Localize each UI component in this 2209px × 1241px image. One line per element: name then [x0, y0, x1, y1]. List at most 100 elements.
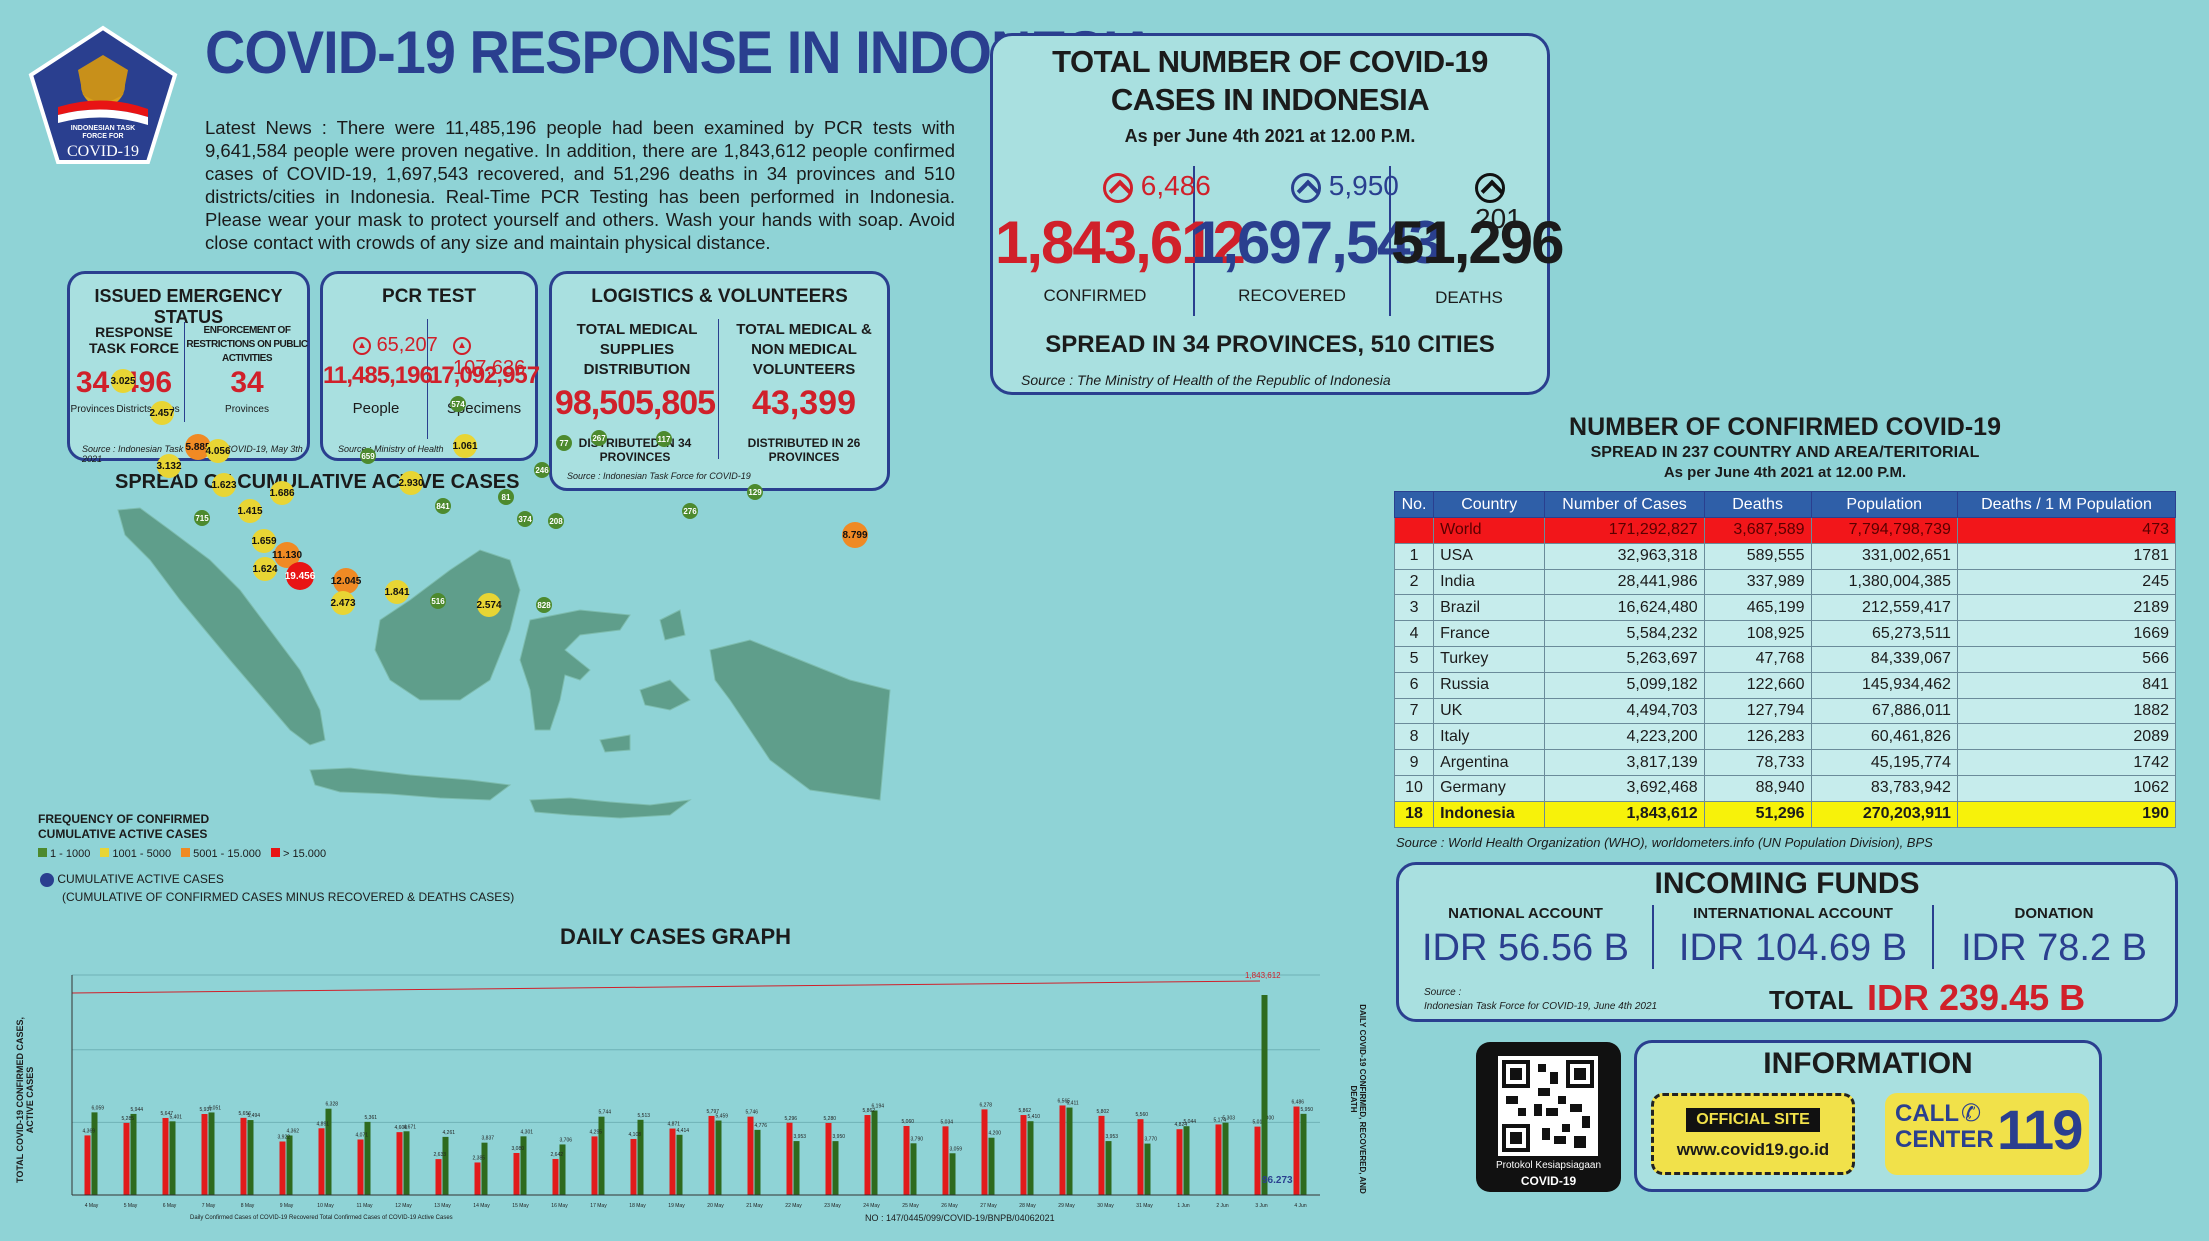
- confirmed-value: 5,285: [122, 1116, 135, 1122]
- table-cell: 83,783,942: [1810, 774, 1958, 802]
- table-cell: 65,273,511: [1810, 620, 1958, 647]
- qr-caption-1: Protokol Kesiapsiagaan: [1495, 1160, 1602, 1171]
- recovered-value: 6,328: [326, 1102, 339, 1108]
- confirmed-bar: [708, 1115, 715, 1195]
- confirmed-bar: [1215, 1124, 1222, 1195]
- confirmed-bar: [357, 1139, 364, 1195]
- confirmed-bar: [279, 1141, 286, 1195]
- specimens-label: Specimens: [446, 400, 522, 417]
- recovered-bar: [247, 1120, 254, 1195]
- total-cases-panel: TOTAL NUMBER OF COVID-19 CASES IN INDONE…: [990, 33, 1565, 395]
- pcr-test-panel: PCR TEST ▲ 65,207 11,485,196 People ▲ 10…: [320, 271, 540, 461]
- table-cell: 190: [1956, 800, 2177, 828]
- recovered-bar: [832, 1141, 839, 1195]
- confirmed-bar: [552, 1158, 559, 1195]
- call-label-1: CALL: [1895, 1100, 1959, 1127]
- donation-label: DONATION: [2014, 905, 2094, 922]
- legend-item: > 15.000: [270, 848, 326, 860]
- recovered-value: 5,513: [638, 1113, 651, 1119]
- confirmed-value: 3,922: [278, 1135, 291, 1141]
- table-cell: 32,963,318: [1544, 542, 1705, 570]
- recovered-value: 4,776: [755, 1123, 768, 1129]
- recovered-bar: [520, 1136, 527, 1195]
- x-tick-label: 3 Jun: [1255, 1203, 1267, 1209]
- sulawesi-island: [519, 609, 631, 731]
- recovered-value: 3,790: [911, 1136, 924, 1142]
- recovered-bar: [1027, 1121, 1034, 1195]
- confirmed-value: 5,560: [1136, 1112, 1149, 1118]
- table-row: 8 Italy 4,223,200 126,283 60,461,826 2089: [1393, 723, 2177, 751]
- x-tick-label: 30 May: [1097, 1203, 1114, 1209]
- map-bubble: 12.045: [331, 568, 361, 594]
- table-cell: 4,223,200: [1544, 723, 1705, 751]
- specimens-increase-value: 107,636: [453, 357, 526, 379]
- table-cell: 589,555: [1703, 542, 1812, 570]
- table-cell: 126,283: [1703, 723, 1812, 751]
- table-cell: 9: [1393, 749, 1435, 776]
- table-row: 7 UK 4,494,703 127,794 67,886,011 1882: [1393, 697, 2177, 725]
- call-center-button[interactable]: CALL CENTER ✆ 119: [1885, 1093, 2089, 1175]
- table-cell: 3: [1393, 594, 1435, 622]
- confirmed-value: 5,862: [1019, 1108, 1032, 1114]
- table-cell: 473: [1956, 517, 2177, 544]
- table-cell: 331,002,651: [1810, 542, 1958, 570]
- map-bubble: 1.624: [252, 557, 278, 581]
- table-cell: 16,624,480: [1544, 594, 1705, 622]
- recovered-bar: [1066, 1107, 1073, 1195]
- recovered-bar: [1144, 1143, 1151, 1195]
- table-cell: 5,099,182: [1544, 671, 1705, 699]
- supplies-note: DISTRIBUTED IN 34 PROVINCES: [578, 436, 692, 464]
- table-cell: 1,380,004,385: [1810, 568, 1958, 596]
- x-tick-label: 4 Jun: [1294, 1203, 1306, 1209]
- table-cell: 3,692,468: [1544, 774, 1705, 802]
- table-row: 1 USA 32,963,318 589,555 331,002,651 1781: [1393, 542, 2177, 570]
- map-bubble: 574: [450, 396, 466, 412]
- official-site-label: OFFICIAL SITE: [1686, 1108, 1820, 1132]
- deaths-total: 51,296: [1391, 209, 1565, 276]
- graph-ylabel-left: TOTAL COVID-19 CONFIRMED CASES, ACTIVE C…: [15, 1016, 35, 1184]
- java-island: [309, 767, 512, 801]
- volunteers-label: TOTAL MEDICAL & NON MEDICAL VOLUNTEERS: [736, 321, 872, 378]
- recovered-bar: [949, 1153, 956, 1195]
- official-site-link[interactable]: OFFICIAL SITE www.covid19.go.id: [1651, 1093, 1855, 1175]
- table-row: 9 Argentina 3,817,139 78,733 45,195,774 1742: [1393, 749, 2177, 776]
- confirmed-bar: [474, 1162, 481, 1195]
- daily-cases-chart: 1,843,612 4,369 6,059 4 May 5,285 5,944 5 May 5…: [71, 971, 1320, 1209]
- table-cell: Indonesia: [1433, 800, 1546, 828]
- x-tick-label: 4 May: [85, 1203, 99, 1209]
- table-cell: 3,817,139: [1544, 749, 1705, 776]
- map-bubble: 3.132: [156, 454, 182, 478]
- qr-code-card[interactable]: Protokol Kesiapsiagaan COVID-19: [1476, 1042, 1621, 1192]
- confirmed-bar: [630, 1138, 637, 1195]
- x-tick-label: 26 May: [941, 1203, 958, 1209]
- supplies-value: 98,505,805: [554, 384, 716, 422]
- x-tick-label: 12 May: [395, 1203, 412, 1209]
- table-cell: 465,199: [1703, 594, 1812, 622]
- emergency-status-panel: ISSUED EMERGENCY STATUS RESPONSE TASK FO…: [67, 271, 310, 464]
- task-force-logo: INDONESIAN TASK FORCE FOR COVID-19: [28, 25, 178, 165]
- recovered-bar: [754, 1129, 761, 1195]
- logistics-source: Source : Indonesian Task Force for COVID…: [567, 471, 751, 481]
- confirmed-bar: [201, 1114, 208, 1195]
- table-cell: 1882: [1956, 697, 2177, 725]
- confirmed-bar: [747, 1116, 754, 1195]
- confirmed-value: 5,296: [785, 1116, 798, 1122]
- recovered-value: 5,361: [365, 1115, 378, 1121]
- specimens-total: 17,092,957: [429, 362, 540, 389]
- logistics-panel: LOGISTICS & VOLUNTEERS TOTAL MEDICAL SUP…: [549, 271, 890, 491]
- table-row: 3 Brazil 16,624,480 465,199 212,559,417 2189: [1393, 594, 2177, 622]
- totals-title-1: TOTAL NUMBER OF COVID-19: [1052, 44, 1488, 79]
- table-cell: 1,843,612: [1544, 800, 1705, 828]
- x-tick-label: 5 May: [124, 1203, 138, 1209]
- graph-legend: Daily Confirmed Cases of COVID-19 Recove…: [190, 1215, 453, 1221]
- table-row: 6 Russia 5,099,182 122,660 145,934,462 841: [1393, 671, 2177, 699]
- recovered-value: 3,953: [794, 1134, 807, 1140]
- restrictions-label: ENFORCEMENT OF RESTRICTIONS ON PUBLIC AC…: [186, 325, 308, 364]
- map-bubble: 841: [435, 498, 451, 514]
- map-bubble: 267: [591, 430, 607, 446]
- recovered-bar: [403, 1131, 410, 1195]
- table-cell: 78,733: [1703, 749, 1812, 776]
- confirmed-value: 3,080: [512, 1146, 525, 1152]
- up-chevron-icon: [1103, 172, 1133, 203]
- confirmed-bar: [1059, 1105, 1066, 1195]
